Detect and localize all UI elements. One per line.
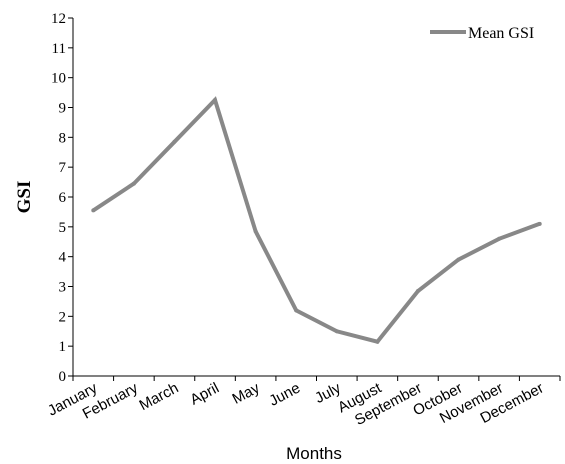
data-point: [537, 221, 542, 226]
y-tick-label: 0: [59, 369, 67, 385]
data-point: [213, 98, 218, 103]
data-point: [253, 229, 258, 234]
y-tick-label: 7: [59, 160, 67, 176]
x-axis-label: Months: [286, 444, 342, 463]
x-tick-label: April: [187, 380, 221, 409]
x-tick-label: March: [137, 380, 182, 415]
series-layer: [91, 96, 542, 344]
data-point: [294, 308, 299, 313]
y-tick-label: 6: [59, 190, 67, 206]
data-point: [172, 139, 177, 144]
y-tick-label: 9: [59, 101, 67, 117]
data-point: [131, 181, 136, 186]
y-tick-label: 1: [59, 339, 67, 355]
legend: Mean GSI: [430, 25, 534, 42]
y-tick-label: 11: [52, 41, 66, 57]
y-tick-label: 12: [51, 11, 66, 27]
y-tick-label: 2: [59, 309, 67, 325]
data-point: [91, 208, 96, 213]
x-tick-label: May: [229, 379, 262, 408]
data-point: [456, 257, 461, 262]
y-tick-label: 5: [59, 220, 67, 236]
y-axis-label: GSI: [14, 181, 35, 214]
y-tick-label: 8: [59, 130, 67, 146]
x-tick-label: June: [266, 380, 303, 410]
y-tick-label: 10: [51, 71, 66, 87]
data-point: [497, 236, 502, 241]
y-tick-label: 4: [59, 250, 67, 266]
data-point: [334, 329, 339, 334]
series-line-0: [92, 96, 541, 344]
y-tick-label: 3: [59, 280, 67, 296]
legend-label: Mean GSI: [468, 25, 534, 42]
data-point: [375, 339, 380, 344]
data-point: [415, 288, 420, 293]
